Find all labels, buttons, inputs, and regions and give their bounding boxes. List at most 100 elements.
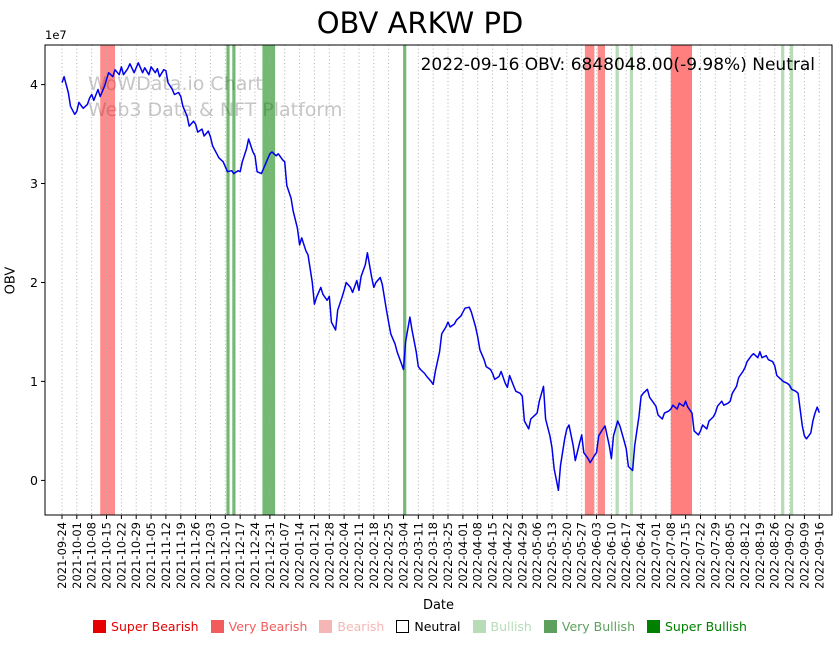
signal-band-very_bearish xyxy=(597,45,605,515)
x-tick-label: 2021-09-24 xyxy=(55,522,69,589)
x-tick-label: 2022-09-02 xyxy=(783,522,797,589)
signal-band-very_bearish xyxy=(670,45,692,515)
legend-item-super-bearish: Super Bearish xyxy=(93,619,199,634)
legend-item-very-bearish: Very Bearish xyxy=(210,619,308,634)
legend: Super Bearish Very Bearish Bearish Neutral B… xyxy=(0,619,840,634)
y-axis-label: OBV xyxy=(3,266,19,294)
legend-swatch xyxy=(647,620,660,633)
x-tick-label: 2022-04-08 xyxy=(471,522,485,589)
signal-band-very_bearish xyxy=(584,45,595,515)
x-tick-label: 2022-08-19 xyxy=(753,522,767,589)
signal-band-very_bullish xyxy=(232,45,236,515)
x-tick-label: 2022-02-11 xyxy=(352,522,366,589)
y-tick-label: 1 xyxy=(30,374,38,389)
legend-label: Bullish xyxy=(490,619,532,634)
legend-swatch xyxy=(93,620,107,633)
x-tick-label: 2021-11-05 xyxy=(144,522,158,589)
x-tick-label: 2022-02-04 xyxy=(337,522,351,589)
signal-band-bullish xyxy=(615,45,619,515)
x-tick-label: 2021-10-29 xyxy=(129,522,143,589)
x-tick-label: 2022-04-29 xyxy=(515,522,529,589)
legend-label: Super Bullish xyxy=(665,619,747,634)
x-tick-label: 2022-08-12 xyxy=(738,522,752,589)
legend-swatch xyxy=(210,620,224,633)
legend-label: Super Bearish xyxy=(111,619,199,634)
x-tick-label: 2022-04-01 xyxy=(456,522,470,589)
x-tick-label: 2022-09-09 xyxy=(797,522,811,589)
x-tick-label: 2022-04-22 xyxy=(500,522,514,589)
x-tick-label: 2021-10-22 xyxy=(114,522,128,589)
x-tick-label: 2022-06-24 xyxy=(634,522,648,589)
legend-label: Neutral xyxy=(414,619,461,634)
latest-value-annotation: 2022-09-16 OBV: 6848048.00(-9.98%) Neutr… xyxy=(420,55,815,75)
obv-line xyxy=(61,62,821,492)
x-tick-label: 2021-12-31 xyxy=(263,522,277,589)
x-tick-label: 2022-05-20 xyxy=(560,522,574,589)
chart-title: OBV ARKW PD xyxy=(316,6,524,40)
x-tick-label: 2022-09-16 xyxy=(812,522,826,589)
x-tick-label: 2021-10-08 xyxy=(85,522,99,589)
signal-band-bullish xyxy=(790,45,794,515)
x-tick-label: 2021-12-03 xyxy=(204,522,218,589)
x-tick-label: 2021-12-24 xyxy=(248,522,262,589)
x-tick-label: 2022-06-17 xyxy=(619,522,633,589)
x-tick-label: 2022-03-11 xyxy=(411,522,425,589)
x-tick-label: 2022-08-05 xyxy=(723,522,737,589)
legend-item-neutral: Neutral xyxy=(396,619,461,634)
legend-label: Very Bearish xyxy=(228,619,308,634)
y-tick-label: 4 xyxy=(30,77,38,92)
signal-band-bullish xyxy=(629,45,633,515)
legend-label: Very Bullish xyxy=(561,619,635,634)
x-tick-label: 2022-03-04 xyxy=(397,522,411,589)
legend-item-bullish: Bullish xyxy=(472,619,532,634)
x-tick-label: 2021-10-01 xyxy=(70,522,84,589)
x-axis-label: Date xyxy=(422,598,455,613)
y-tick-label: 0 xyxy=(30,473,38,488)
x-tick-label: 2021-11-26 xyxy=(189,522,203,589)
x-tick-label: 2022-02-18 xyxy=(367,522,381,589)
legend-item-super-bullish: Super Bullish xyxy=(647,619,747,634)
y-axis-offset-label: 1e7 xyxy=(45,28,67,42)
y-axis-label-wrap: OBV xyxy=(2,45,20,515)
signal-band-very_bullish xyxy=(403,45,407,515)
x-tick-label: 2021-10-15 xyxy=(100,522,114,589)
x-tick-label: 2022-01-14 xyxy=(293,522,307,589)
x-tick-label: 2021-12-10 xyxy=(218,522,232,589)
legend-label: Bearish xyxy=(337,619,385,634)
y-tick-label: 3 xyxy=(30,176,38,191)
x-tick-label: 2022-07-08 xyxy=(664,522,678,589)
x-tick-label: 2022-07-22 xyxy=(694,522,708,589)
x-tick-label: 2022-05-06 xyxy=(530,522,544,589)
legend-item-very-bullish: Very Bullish xyxy=(543,619,635,634)
x-tick-label: 2022-01-21 xyxy=(307,522,321,589)
x-tick-label: 2022-07-01 xyxy=(649,522,663,589)
x-tick-label: 2022-05-27 xyxy=(575,522,589,589)
x-tick-label: 2022-07-29 xyxy=(708,522,722,589)
signal-band-very_bullish xyxy=(226,45,230,515)
x-tick-label: 2022-04-15 xyxy=(486,522,500,589)
watermark: WoWData.io Chart Web3 Data & NFT Platfor… xyxy=(88,72,342,123)
legend-swatch xyxy=(319,620,333,633)
x-tick-label: 2022-07-15 xyxy=(679,522,693,589)
axes-frame xyxy=(44,44,833,516)
y-tick-label: 2 xyxy=(30,275,38,290)
watermark-line-2: Web3 Data & NFT Platform xyxy=(88,98,343,121)
x-tick-label: 2021-12-17 xyxy=(233,522,247,589)
x-tick-label: 2022-01-07 xyxy=(278,522,292,589)
legend-swatch xyxy=(396,620,410,633)
x-tick-label: 2022-08-26 xyxy=(768,522,782,589)
x-tick-label: 2022-02-25 xyxy=(382,522,396,589)
x-tick-label: 2022-05-13 xyxy=(545,522,559,589)
signal-band-very_bearish xyxy=(100,45,115,515)
x-tick-label: 2022-03-18 xyxy=(426,522,440,589)
x-tick-label: 2022-01-28 xyxy=(322,522,336,589)
legend-item-bearish: Bearish xyxy=(319,619,384,634)
x-tick-label: 2022-06-10 xyxy=(604,522,618,589)
x-tick-label: 2022-06-03 xyxy=(590,522,604,589)
legend-swatch xyxy=(472,620,486,633)
x-tick-label: 2021-11-19 xyxy=(174,522,188,589)
signal-band-very_bullish xyxy=(262,45,276,515)
legend-swatch xyxy=(543,620,557,633)
